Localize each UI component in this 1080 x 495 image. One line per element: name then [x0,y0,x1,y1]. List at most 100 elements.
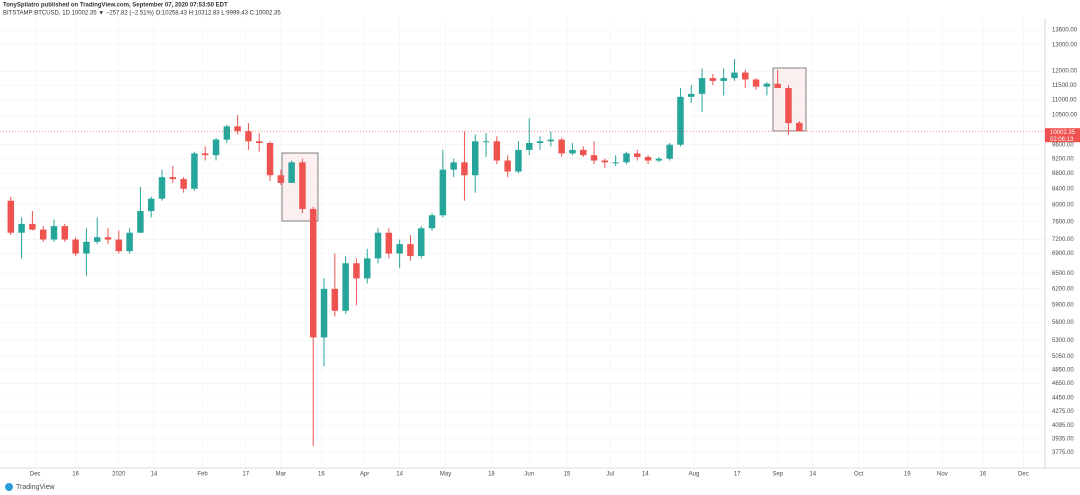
x-tick-label: 14 [642,472,649,478]
candle-body [72,239,79,254]
candle-body [731,72,738,79]
y-tick-label: 11000.00 [1052,97,1077,103]
y-tick-label: 13600.00 [1052,27,1078,33]
y-tick-label: 9600.00 [1052,142,1074,148]
candle-body [612,162,619,164]
y-tick-label: 12000.00 [1052,69,1078,75]
candle-body [623,153,630,163]
x-tick-label: Jul [606,472,614,478]
candle-body [158,177,166,199]
candle-body [785,88,792,124]
y-tick-label: 4850.00 [1052,367,1074,373]
candle-body [61,226,69,240]
x-tick-label: Dec [1018,472,1029,478]
candle-body [774,83,781,89]
x-tick-label: Aug [689,472,700,478]
candle-body [504,160,511,172]
y-tick-label: 3775.00 [1052,450,1074,456]
candle-body [126,232,133,252]
candle-body [245,131,252,142]
candle-body [353,263,360,279]
y-tick-label: 4275.00 [1052,409,1074,415]
x-tick-label: 14 [809,472,816,478]
candle-body [83,241,90,254]
candle-body [115,239,123,252]
candle-body [482,141,490,143]
candle-body [666,144,673,159]
candle-body [277,175,285,183]
x-tick-label: Mar [276,472,286,478]
logo-icon [5,483,13,491]
candle-body [396,244,403,254]
author-line: TonySpilatro published on TradingView.co… [3,3,228,9]
candle-body [752,79,760,87]
x-tick-label: May [440,472,451,478]
candle-body [472,141,479,176]
y-tick-label: 6200.00 [1052,286,1074,292]
candle-body [374,232,382,259]
last-price-tag [1045,128,1080,143]
candle-body [137,211,144,233]
candle-body [29,223,36,230]
candle-body [677,96,684,145]
candle-body [320,288,328,338]
x-tick-label: 14 [151,472,158,478]
candle-body [720,78,727,81]
symbol-line: BITSTAMP:BTCUSD, 1D 10002.35 ▼ −257.82 (… [3,11,281,17]
candle-body [50,226,58,240]
candle-body [266,142,274,176]
y-tick-label: 4650.00 [1052,381,1074,387]
candle-body [742,72,749,80]
candle-body [212,139,220,156]
candle-body [763,83,771,87]
x-tick-label: 2020 [112,472,126,478]
candle-body [363,258,371,279]
x-tick-label: 14 [396,472,403,478]
y-tick-label: 5900.00 [1052,303,1074,309]
y-tick-label: 6500.00 [1052,271,1074,277]
y-tick-label: 5600.00 [1052,320,1074,326]
x-tick-label: 19 [904,472,911,478]
x-tick-label: Nov [937,472,948,478]
y-tick-label: 3935.00 [1052,436,1074,442]
candle-body [493,141,501,161]
countdown-label: 02:06:13 [1050,137,1074,143]
candle-body [634,153,641,157]
candle-body [418,228,425,256]
candle-body [450,162,457,170]
x-tick-label: 18 [488,472,495,478]
x-tick-label: 15 [564,472,571,478]
x-tick-label: Dec [30,472,41,478]
grid [0,18,1045,468]
candle-body [234,126,241,132]
y-tick-label: 10500.00 [1052,113,1078,119]
x-tick-label: 17 [734,472,741,478]
candle-body [698,78,706,94]
x-tick-label: Sep [772,472,783,478]
candle-body [461,162,468,176]
x-tick-label: Jun [524,472,534,478]
x-tick-label: 16 [980,472,987,478]
candle-body [644,156,652,161]
candle-body [299,162,306,209]
y-tick-label: 11500.00 [1052,83,1077,89]
candle-body [39,229,47,240]
candles [0,59,1045,446]
y-tick-label: 13000.00 [1052,42,1078,48]
candle-body [7,200,15,233]
candle-body [331,288,339,311]
candle-body [688,93,695,97]
candle-body [428,215,436,229]
candle-body [580,149,587,156]
candle-body [93,237,101,242]
candle-body [439,169,447,216]
candle-body [180,179,187,189]
y-tick-label: 5050.00 [1052,354,1074,360]
candle-body [526,142,533,150]
y-tick-label: 4450.00 [1052,396,1074,402]
candle-body [655,158,663,161]
candle-body [536,141,544,143]
axes: 3775.00 3935.00 4095.00 4275.00 4450.00 4650.… [30,27,1080,478]
